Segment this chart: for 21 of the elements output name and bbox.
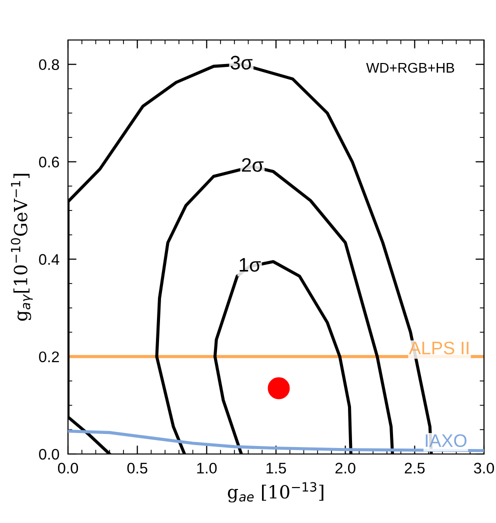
x-axis-title: g$_{ae}$ [10$^{−13}$]	[228, 482, 324, 502]
y-tick-label: 0.0	[39, 448, 60, 460]
x-tick-label: 2.0	[335, 462, 356, 474]
point	[268, 377, 290, 400]
annotation: WD+RGB+HB	[366, 62, 454, 73]
y-tick-label: 0.6	[39, 156, 59, 168]
series-label: IAXO	[426, 434, 466, 448]
y-tick-label: 0.8	[39, 59, 60, 70]
annotation: 3σ	[230, 56, 252, 70]
x-tick-label: 1.0	[197, 462, 217, 474]
x-tick-label: 3.0	[474, 462, 494, 474]
x-tick-label: 0.5	[127, 462, 148, 474]
y-tick-label: 0.4	[39, 254, 60, 265]
x-tick-label: 0.0	[58, 462, 78, 474]
x-tick-label: 2.5	[404, 462, 425, 474]
x-tick-label: 1.5	[266, 462, 286, 474]
ref-line-label: ALPS II	[408, 342, 468, 354]
annotation: 1σ	[240, 258, 261, 272]
annotation: 2σ	[242, 158, 264, 172]
y-tick-label: 0.2	[39, 351, 59, 362]
y-axis-title: g$_{aγ}$[10$^{−10}$GeV$^{−1}$]	[10, 174, 33, 321]
